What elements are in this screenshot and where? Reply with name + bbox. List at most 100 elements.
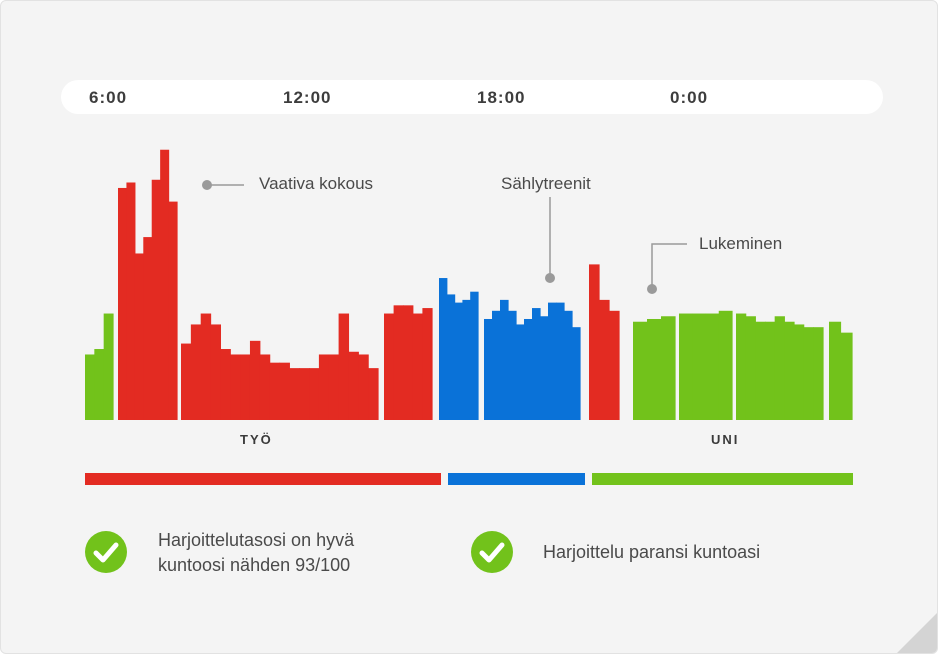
bar-activity	[500, 299, 509, 420]
bar-work	[269, 362, 281, 420]
annotation-vaativa-kokous: Vaativa kokous	[259, 174, 374, 193]
bar-work	[318, 354, 330, 420]
result-training-level-line-1: Harjoittelutasosi on hyvä	[158, 530, 355, 550]
bar-sleep	[774, 316, 785, 420]
time-label-0: 0:00	[670, 88, 709, 107]
bar-sleep	[765, 321, 776, 420]
bar-work	[384, 313, 395, 420]
bar-activity	[446, 294, 456, 420]
bar-sleep	[692, 313, 707, 420]
bar-work	[259, 354, 271, 420]
bar-sleep	[803, 327, 814, 420]
bar-sleep	[718, 310, 733, 420]
bar-work	[118, 187, 128, 420]
bar-work	[309, 368, 320, 420]
bar-activity	[564, 310, 573, 420]
annotation-sahlytreenit-leader-dot	[545, 273, 555, 283]
bar-activity	[540, 316, 549, 420]
bar-sleep	[813, 327, 824, 420]
bar-activity	[548, 302, 557, 420]
annotation-vaativa-kokous-leader-dot	[202, 180, 212, 190]
bar-sleep	[103, 313, 114, 420]
annotation-lukeminen: Lukeminen	[699, 234, 783, 253]
annotation-lukeminen-leader-line	[651, 243, 687, 289]
bar-sleep	[633, 321, 648, 420]
result-training-level-line-2: kuntoosi nähden 93/100	[158, 555, 351, 575]
bar-work	[126, 182, 136, 420]
bar-work	[279, 362, 290, 420]
result-training-level: Harjoittelutasosi on hyvä kuntoosi nähde…	[158, 528, 354, 578]
bar-work	[589, 264, 600, 420]
bar-work	[181, 343, 192, 420]
bar-work	[210, 324, 221, 420]
bar-work	[403, 305, 414, 420]
category-label-tyo: TYÖ	[240, 432, 273, 447]
bar-work	[422, 308, 433, 420]
bar-work	[249, 340, 261, 420]
legend-segment-work	[85, 473, 441, 485]
bar-work	[200, 313, 212, 420]
bar-sleep	[679, 313, 693, 420]
check-circle-icon	[85, 531, 127, 573]
check-circle-icon	[471, 531, 513, 573]
bar-work	[393, 305, 404, 420]
bar-work	[168, 201, 178, 420]
bar-sleep	[705, 313, 720, 420]
legend-segment-activity	[448, 473, 585, 485]
bar-activity	[532, 308, 541, 420]
annotation-lukeminen-leader-dot	[647, 284, 657, 294]
bar-work	[358, 354, 369, 420]
bar-activity	[524, 318, 533, 420]
annotation-sahlytreenit: Sählytreenit	[501, 174, 591, 193]
bar-activity	[484, 318, 493, 420]
bar-sleep	[784, 321, 795, 420]
bar-activity	[462, 299, 471, 420]
category-label-uni: UNI	[711, 432, 740, 447]
bar-activity	[572, 327, 581, 420]
bar-work	[328, 354, 340, 420]
bar-work	[599, 299, 610, 420]
bar-sleep	[85, 354, 95, 420]
bar-sleep	[94, 349, 105, 420]
bar-work	[143, 237, 153, 420]
bar-sleep	[840, 332, 853, 420]
bar-work	[160, 149, 170, 421]
legend-segment-sleep	[592, 473, 853, 485]
bar-sleep	[829, 321, 842, 420]
bar-activity	[556, 302, 565, 420]
bar-work	[240, 354, 251, 420]
bar-activity	[439, 278, 448, 420]
bar-sleep	[736, 313, 747, 420]
bar-sleep	[647, 318, 662, 420]
bar-sleep	[661, 316, 676, 420]
time-label-12: 12:00	[283, 88, 332, 107]
bar-work	[151, 179, 161, 420]
time-label-18: 18:00	[477, 88, 526, 107]
bar-work	[134, 253, 144, 420]
result-fitness-improved-line-1: Harjoittelu paransi kuntoasi	[543, 542, 761, 562]
bar-work	[368, 368, 379, 420]
bar-work	[190, 324, 202, 420]
bar-work	[338, 313, 350, 420]
time-label-6: 6:00	[89, 88, 128, 107]
bar-activity	[454, 302, 463, 420]
result-fitness-improved: Harjoittelu paransi kuntoasi	[543, 540, 760, 565]
bar-activity	[492, 310, 501, 420]
page-curl	[897, 613, 937, 653]
bar-activity	[516, 324, 525, 420]
bar-work	[230, 354, 241, 420]
bar-sleep	[755, 321, 766, 420]
bar-work	[609, 310, 620, 420]
bar-activity	[508, 310, 517, 420]
bar-work	[299, 368, 310, 420]
bar-work	[220, 349, 231, 420]
bar-activity	[470, 291, 479, 420]
bar-work	[412, 313, 423, 420]
bar-work	[289, 368, 300, 420]
timeline-bar: 6:00 12:00 18:00 0:00	[61, 80, 883, 114]
bar-sleep	[794, 324, 805, 420]
bar-work	[348, 351, 359, 420]
bar-sleep	[745, 316, 756, 420]
